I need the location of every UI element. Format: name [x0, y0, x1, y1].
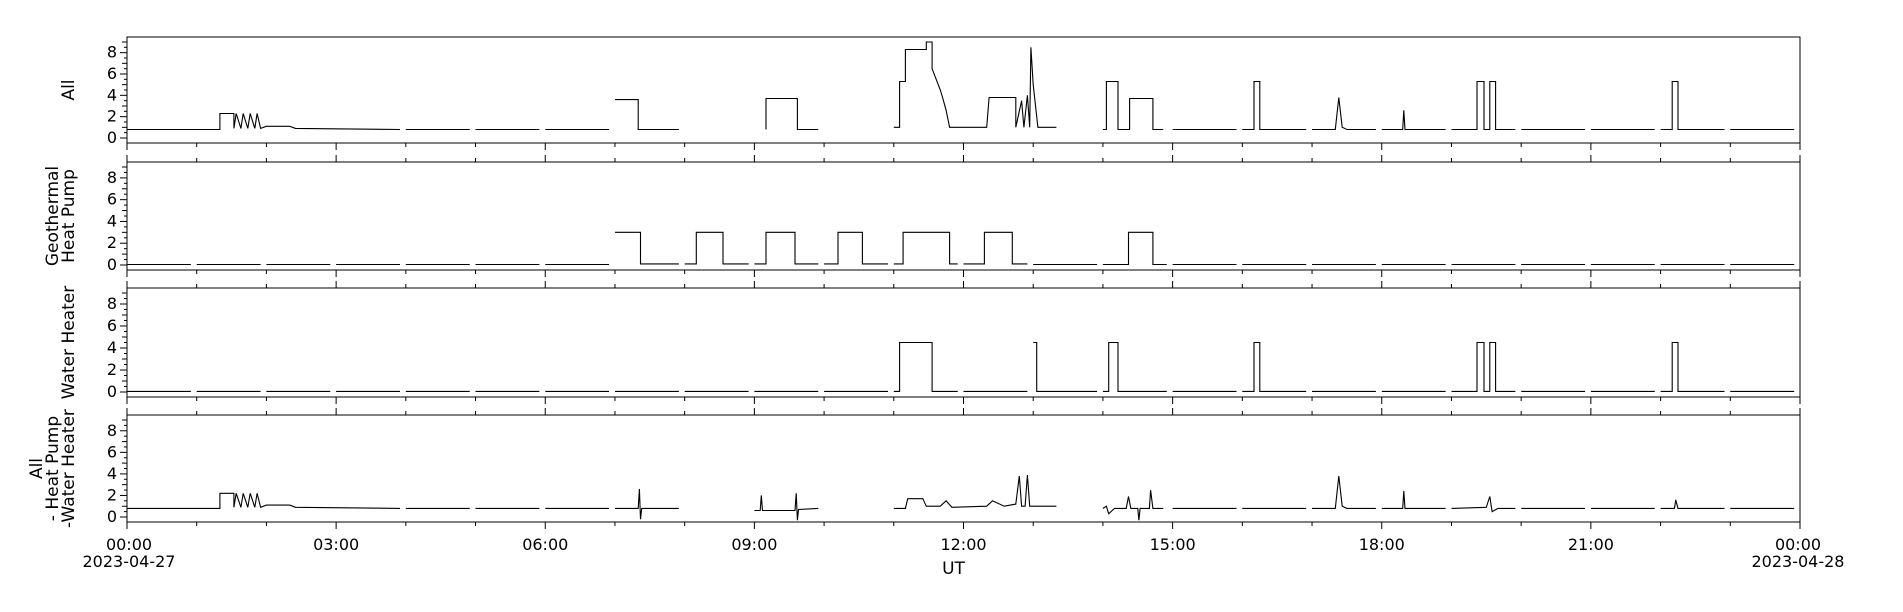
y-tick-label: 6	[107, 64, 117, 83]
series-line-segment	[615, 231, 679, 265]
x-tick-label: 18:00	[1359, 535, 1405, 554]
series-line-segment	[684, 231, 749, 265]
series-line-segment	[127, 112, 401, 131]
series-line-segment	[754, 493, 819, 521]
series-line-segment	[1660, 499, 1725, 509]
series-line-segment	[893, 231, 958, 265]
y-tick-label: 2	[107, 107, 117, 126]
series-line-segment	[1451, 341, 1516, 392]
series-line-segment	[893, 474, 1057, 509]
y-tick-label: 0	[107, 255, 117, 274]
x-tick-date-label: 2023-04-28	[1752, 552, 1845, 571]
series-line-segment	[1102, 490, 1164, 521]
y-tick-label: 2	[107, 485, 117, 504]
series-line-segment	[1033, 341, 1098, 392]
series-line-segment	[1242, 341, 1307, 392]
y-tick-label: 8	[107, 421, 117, 440]
x-axis-label: UT	[942, 559, 965, 579]
panel-frame	[126, 414, 1801, 523]
series-line-segment	[1660, 341, 1725, 392]
panel-frame	[126, 161, 1801, 271]
y-tick-label: 0	[107, 382, 117, 401]
series-line-segment	[963, 231, 1028, 265]
y-tick-label: 6	[107, 442, 117, 461]
series-line-segment	[1102, 80, 1164, 131]
y-tick-label: 4	[107, 211, 117, 230]
y-axis-label: All	[27, 458, 47, 479]
series-line-segment	[1381, 110, 1446, 131]
y-tick-label: 0	[107, 128, 117, 147]
x-tick-label: 00:00	[106, 535, 152, 554]
series-line-segment	[1242, 80, 1307, 131]
y-axis-label: Water Heater	[59, 286, 79, 399]
series-line-segment	[1451, 80, 1516, 131]
x-tick-label: 09:00	[731, 535, 777, 554]
x-tick-label: 00:00	[1775, 535, 1821, 554]
y-axis-label: Heat Pump	[59, 169, 79, 263]
y-tick-label: 8	[107, 168, 117, 187]
y-tick-label: 6	[107, 190, 117, 209]
y-tick-label: 4	[107, 338, 117, 357]
series-line-segment	[1451, 496, 1516, 513]
series-line-segment	[1381, 491, 1446, 509]
series-line-segment	[1312, 475, 1376, 509]
y-tick-label: 8	[107, 294, 117, 313]
y-tick-label: 6	[107, 316, 117, 335]
y-tick-label: 4	[107, 464, 117, 483]
panel-4: 0 2 4 6 8 All- Heat Pump-Water Heater	[27, 408, 1801, 529]
y-tick-label: 8	[107, 43, 117, 62]
series-line-segment	[765, 97, 819, 131]
y-axis-label: -Water Heater	[59, 409, 79, 528]
x-tick-label: 12:00	[940, 535, 986, 554]
y-axis-label: All	[59, 79, 79, 100]
series-line-segment	[893, 41, 1057, 128]
x-tick-label: 03:00	[313, 535, 359, 554]
y-tick-label: 0	[107, 507, 117, 526]
x-tick-label: 15:00	[1150, 535, 1196, 554]
series-line-segment	[1102, 341, 1167, 392]
series-line-segment	[615, 99, 679, 131]
panel-3: 0 2 4 6 8 Water Heater	[59, 281, 1801, 404]
series-line-segment	[615, 488, 679, 520]
panel-1: 0 2 4 6 8 All	[59, 36, 1801, 150]
y-axis-label: Geothermal	[43, 166, 63, 266]
y-tick-label: 2	[107, 233, 117, 252]
y-tick-label: 2	[107, 360, 117, 379]
series-line-segment	[1312, 97, 1376, 131]
series-line-segment	[824, 231, 888, 265]
y-axis-label: - Heat Pump	[43, 416, 63, 521]
series-line-segment	[1102, 231, 1167, 266]
y-tick-label: 4	[107, 85, 117, 104]
panel-frame	[126, 287, 1801, 398]
series-line-segment	[127, 492, 401, 509]
x-tick-label: 06:00	[522, 535, 568, 554]
x-tick-label: 21:00	[1568, 535, 1614, 554]
x-tick-date-label: 2023-04-27	[83, 552, 176, 571]
series-line-segment	[1660, 80, 1725, 131]
series-line-segment	[893, 341, 958, 392]
series-line-segment	[754, 231, 819, 265]
